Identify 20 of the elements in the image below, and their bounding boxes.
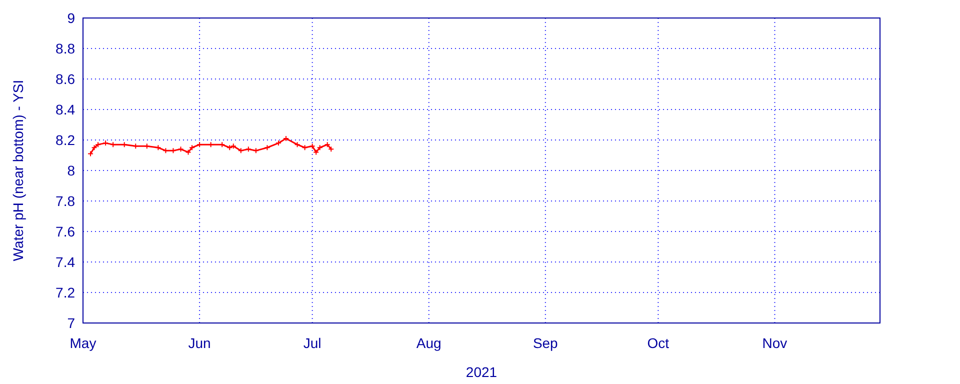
x-tick-label: May: [70, 335, 96, 351]
y-tick-label: 9: [67, 10, 76, 26]
y-tick-label: 8.4: [56, 101, 76, 118]
x-tick-label: Jun: [188, 335, 211, 351]
x-tick-label: Sep: [532, 335, 558, 351]
x-axis-title: 2021: [466, 364, 498, 380]
x-tick-label: Jul: [303, 335, 322, 351]
y-tick-label: 7.8: [56, 192, 76, 209]
y-axis-title: Water pH (near bottom) - YSI: [10, 80, 26, 262]
y-tick-label: 8: [67, 162, 76, 178]
x-tick-label: Aug: [416, 335, 442, 351]
y-tick-label: 7.4: [56, 254, 76, 270]
y-tick-label: 7: [67, 314, 76, 331]
y-tick-label: 7.2: [56, 284, 76, 300]
x-tick-label: Oct: [647, 335, 670, 351]
y-tick-label: 8.8: [56, 40, 76, 56]
y-tick-label: 7.6: [56, 223, 76, 240]
y-tick-label: 8.6: [56, 70, 76, 87]
x-tick-label: Nov: [762, 335, 788, 351]
y-tick-label: 8.2: [56, 132, 76, 148]
